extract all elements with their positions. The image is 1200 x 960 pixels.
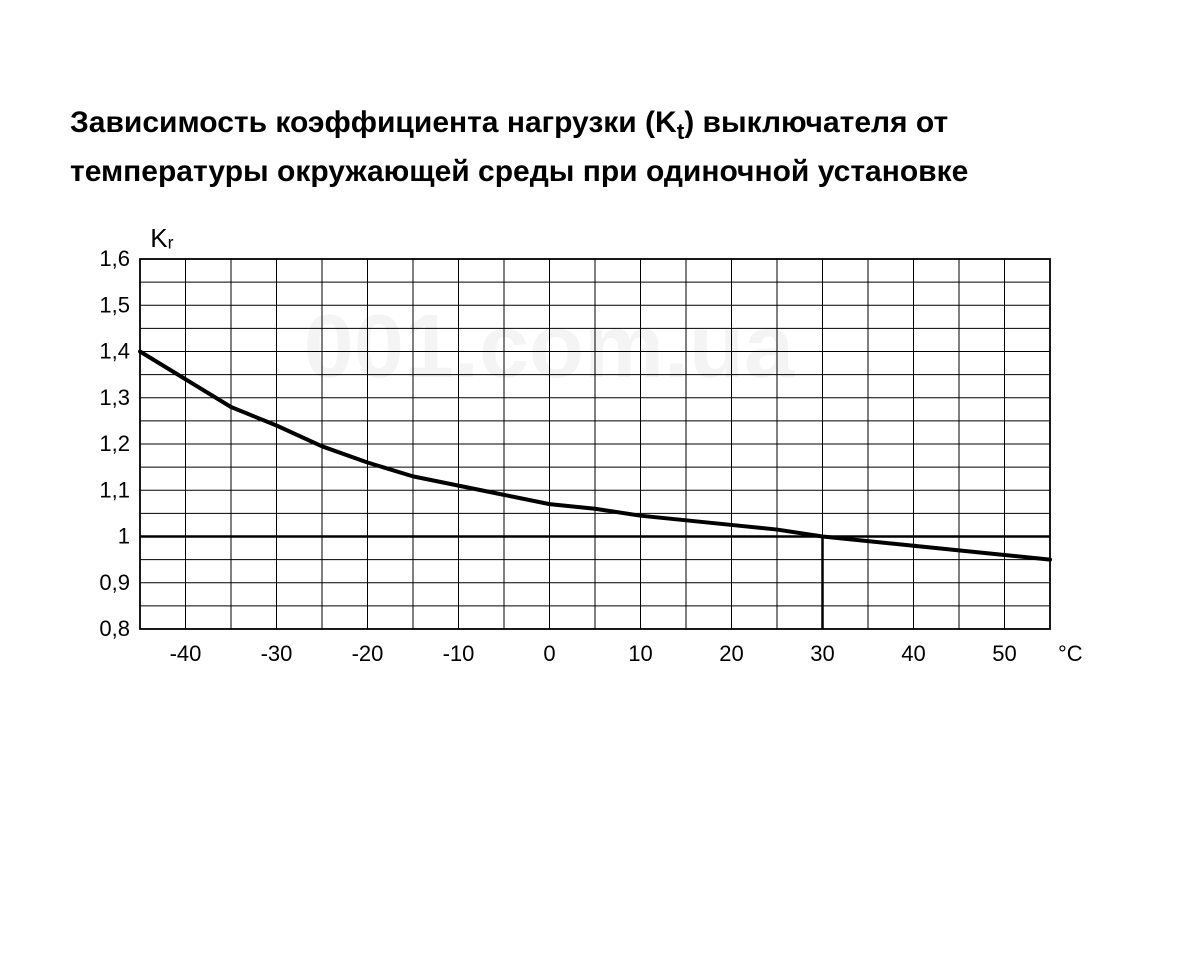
chart-title: Зависимость коэффициента нагрузки (Kt) в… [70, 100, 1130, 194]
chart-svg: 0,8 0,9 1 1,1 1,2 1,3 1,4 1,5 1,6 -40 -30 -20 -10 0 10… [70, 219, 1110, 679]
svg-text:1,5: 1,5 [99, 292, 130, 317]
svg-text:1,3: 1,3 [99, 385, 130, 410]
page-wrapper: Зависимость коэффициента нагрузки (Kt) в… [0, 0, 1200, 960]
svg-text:°C: °C [1058, 641, 1083, 666]
svg-text:Kᵣ: Kᵣ [150, 223, 174, 253]
title-line1-b: ) выключателя от [684, 106, 948, 139]
svg-text:-20: -20 [352, 641, 384, 666]
svg-text:30: 30 [810, 641, 834, 666]
svg-text:1: 1 [118, 523, 130, 548]
title-line2: температуры окружающей среды при одиночн… [70, 155, 968, 188]
svg-text:10: 10 [628, 641, 652, 666]
title-line1-a: Зависимость коэффициента нагрузки (K [70, 106, 677, 139]
svg-text:-40: -40 [170, 641, 202, 666]
svg-text:20: 20 [719, 641, 743, 666]
svg-text:1,6: 1,6 [99, 246, 130, 271]
svg-text:50: 50 [992, 641, 1016, 666]
svg-text:40: 40 [901, 641, 925, 666]
svg-text:1,2: 1,2 [99, 431, 130, 456]
svg-text:0,8: 0,8 [99, 616, 130, 641]
svg-text:-30: -30 [261, 641, 293, 666]
svg-text:1,1: 1,1 [99, 477, 130, 502]
svg-text:-10: -10 [443, 641, 475, 666]
svg-text:1,4: 1,4 [99, 338, 130, 363]
svg-text:0,9: 0,9 [99, 570, 130, 595]
chart-area: 0,8 0,9 1 1,1 1,2 1,3 1,4 1,5 1,6 -40 -30 -20 -10 0 10… [70, 219, 1130, 679]
svg-text:0: 0 [543, 641, 555, 666]
